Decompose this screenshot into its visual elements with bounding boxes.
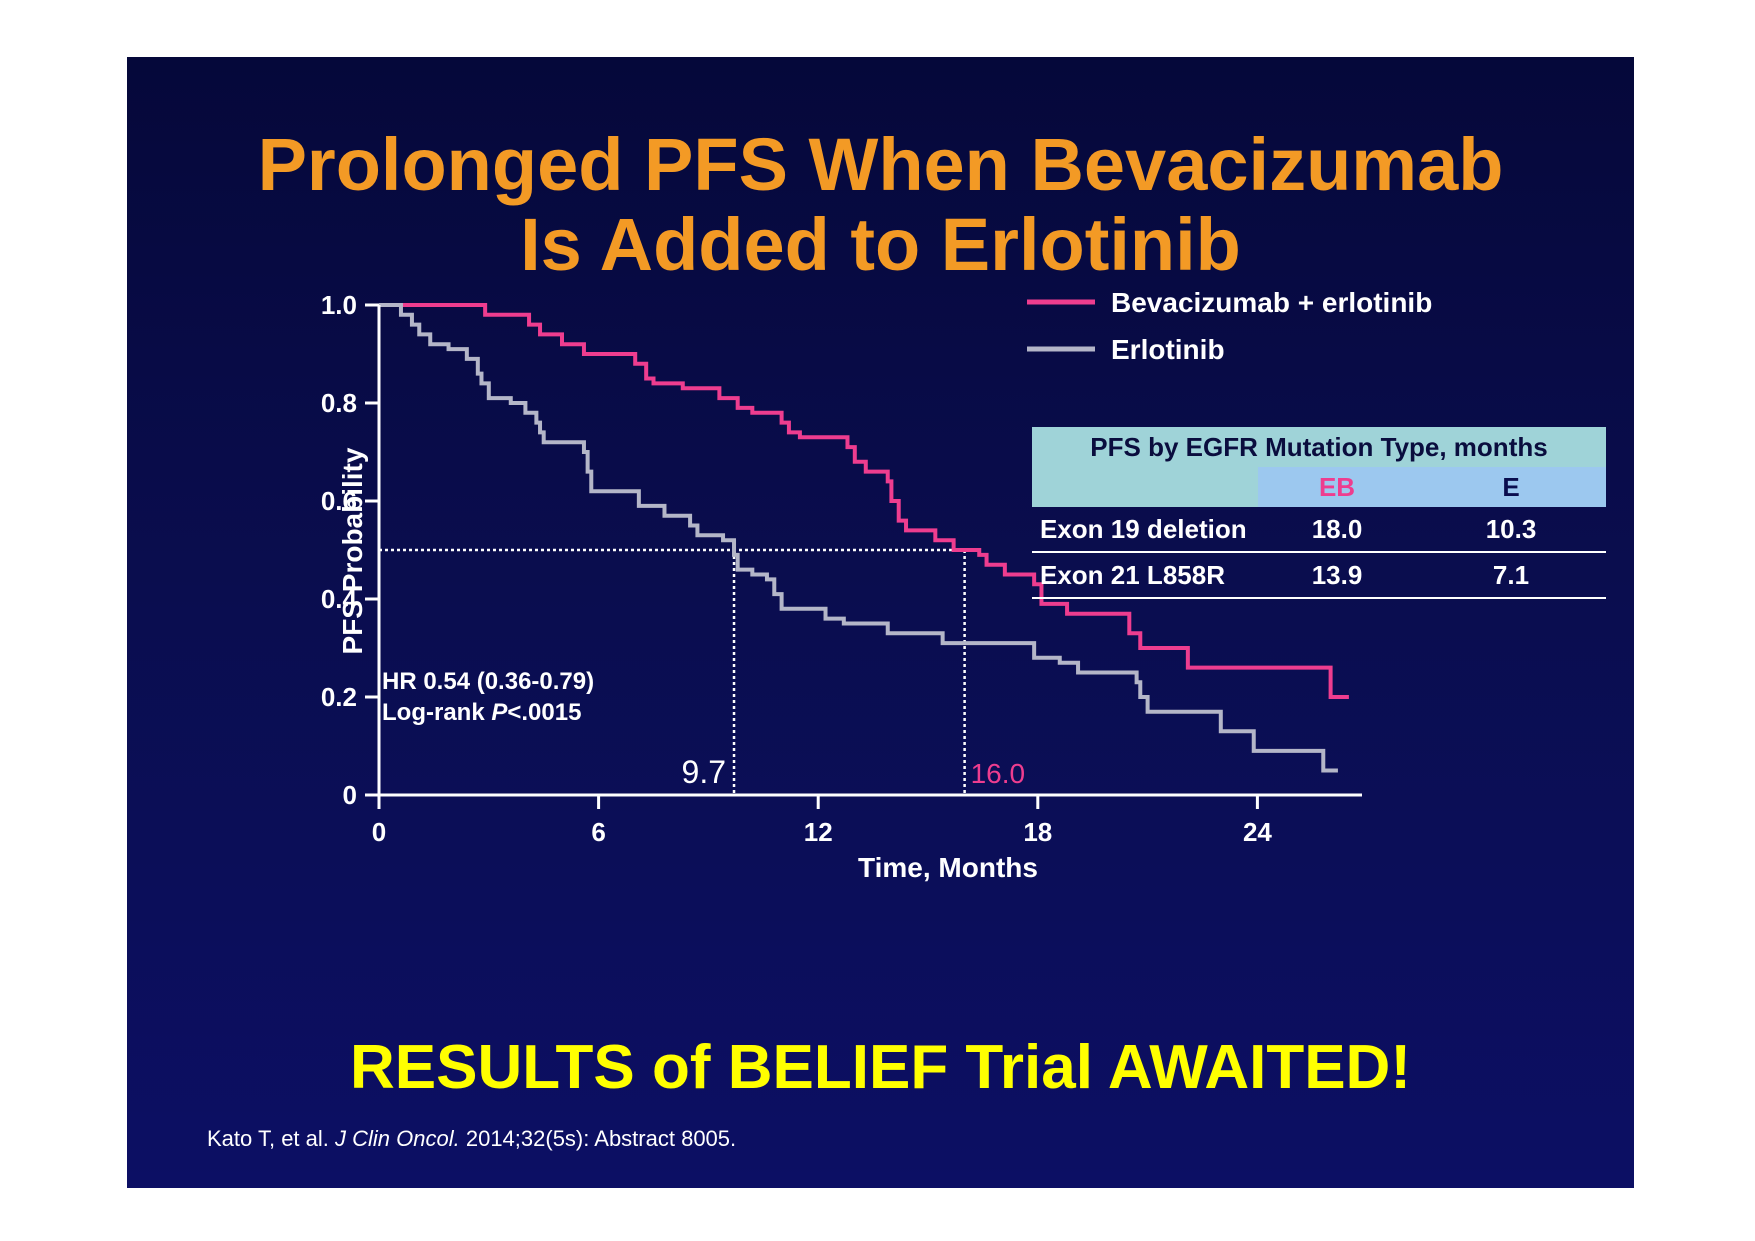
median-label: 9.7: [682, 754, 726, 790]
logrank-annotation: Log-rank P<.0015: [382, 699, 581, 726]
y-tick-label: 0.8: [321, 388, 357, 418]
hazard-ratio-annotation: HR 0.54 (0.36-0.79): [382, 668, 594, 695]
citation-authors: Kato T, et al.: [207, 1126, 336, 1151]
row-name: Exon 21 L858R: [1032, 552, 1258, 599]
table-row: Exon 19 deletion 18.0 10.3: [1032, 507, 1606, 553]
table-header-eb: EB: [1258, 467, 1416, 507]
slide-title: Prolonged PFS When Bevacizumab Is Added …: [127, 125, 1634, 285]
citation-details: 2014;32(5s): Abstract 8005.: [459, 1126, 737, 1151]
logrank-p: P: [491, 699, 508, 726]
legend-label-bev: Bevacizumab + erlotinib: [1111, 287, 1432, 318]
title-line-1: Prolonged PFS When Bevacizumab: [257, 123, 1504, 206]
x-tick-label: 24: [1243, 817, 1272, 847]
logrank-prefix: Log-rank: [382, 699, 491, 726]
y-tick-label: 0.6: [321, 486, 357, 516]
x-tick-label: 6: [591, 817, 605, 847]
km-chart: 9.7 16.0 0 0.2 0.4 0.6 0.8 1.0 0 6 12 18 24 Time, Mo…: [321, 287, 1432, 883]
slide-background: Prolonged PFS When Bevacizumab Is Added …: [127, 57, 1634, 1188]
row-e: 10.3: [1416, 507, 1606, 553]
citation: Kato T, et al. J Clin Oncol. 2014;32(5s)…: [207, 1125, 736, 1153]
results-awaited-banner: RESULTS of BELIEF Trial AWAITED!: [350, 1033, 1411, 1102]
table-header-blank: [1032, 467, 1258, 507]
x-tick-label: 0: [372, 817, 386, 847]
y-axis-label: PFS Probability: [337, 447, 368, 654]
logrank-value: <.0015: [507, 699, 581, 726]
table-header-e: E: [1416, 467, 1606, 507]
citation-journal: J Clin Oncol.: [335, 1126, 460, 1151]
table-caption: PFS by EGFR Mutation Type, months: [1032, 427, 1606, 467]
series-line-erlotinib: [379, 303, 1338, 773]
row-eb: 18.0: [1258, 507, 1416, 553]
x-tick-label: 18: [1023, 817, 1052, 847]
legend-label-erlotinib: Erlotinib: [1111, 334, 1225, 365]
y-tick-label: 0: [343, 780, 357, 810]
egfr-mutation-table: PFS by EGFR Mutation Type, months EB E E…: [1032, 427, 1606, 599]
x-axis-label: Time, Months: [858, 852, 1038, 883]
y-tick-label: 0.2: [321, 682, 357, 712]
title-line-2: Is Added to Erlotinib: [520, 203, 1241, 286]
table-row: Exon 21 L858R 13.9 7.1: [1032, 552, 1606, 599]
row-e: 7.1: [1416, 552, 1606, 599]
row-eb: 13.9: [1258, 552, 1416, 599]
median-label: 16.0: [971, 758, 1026, 789]
y-tick-label: 0.4: [321, 584, 358, 614]
y-tick-label: 1.0: [321, 290, 357, 320]
row-name: Exon 19 deletion: [1032, 507, 1258, 553]
x-tick-label: 12: [804, 817, 833, 847]
